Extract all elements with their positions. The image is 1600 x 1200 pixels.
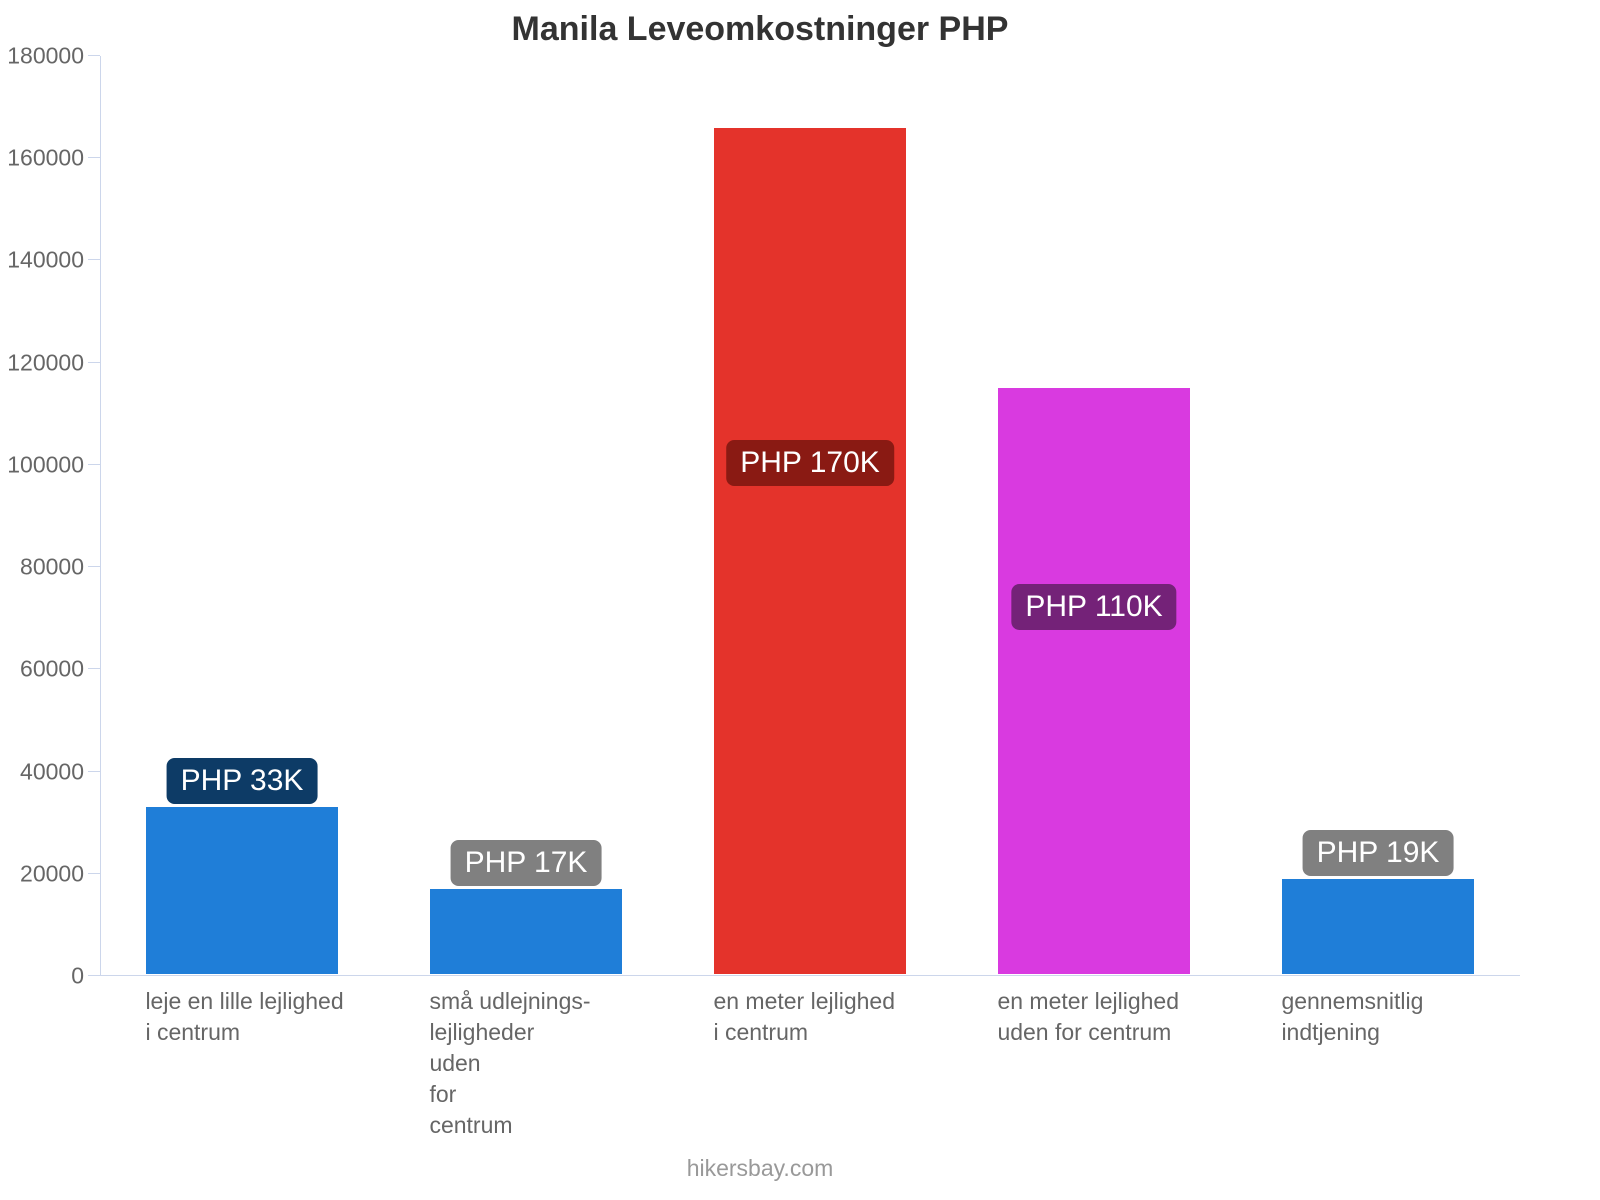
bars-layer: PHP 33K PHP 17K PHP 170K PHP 110K PHP 19K <box>100 56 1520 976</box>
y-tick-label: 120000 <box>7 349 100 376</box>
y-tick-label: 40000 <box>20 758 100 785</box>
x-axis-label: gennemsnitligindtjening <box>1281 986 1423 1048</box>
bar <box>145 806 338 975</box>
x-axis-label: en meter lejlighedi centrum <box>713 986 895 1048</box>
y-tick-label: 100000 <box>7 451 100 478</box>
value-badge: PHP 33K <box>167 758 318 804</box>
bar-chart: Manila Leveomkostninger PHP PHP 33K PHP 1… <box>0 0 1520 1200</box>
bar <box>713 127 906 975</box>
y-tick-label: 140000 <box>7 247 100 274</box>
x-axis-label: en meter lejligheduden for centrum <box>997 986 1179 1048</box>
value-badge: PHP 19K <box>1303 830 1454 876</box>
y-tick-label: 0 <box>71 963 100 990</box>
value-badge: PHP 17K <box>451 840 602 886</box>
x-axis-label: små udlejnings-lejlighederudenforcentrum <box>429 986 689 1141</box>
y-tick-label: 80000 <box>20 554 100 581</box>
y-tick-label: 160000 <box>7 145 100 172</box>
attribution-text: hikersbay.com <box>0 1155 1520 1182</box>
value-badge: PHP 170K <box>726 440 894 486</box>
value-badge: PHP 110K <box>1011 584 1176 630</box>
y-tick-label: 20000 <box>20 860 100 887</box>
y-tick-label: 60000 <box>20 656 100 683</box>
chart-title: Manila Leveomkostninger PHP <box>0 10 1520 49</box>
bar <box>429 888 622 975</box>
x-axis-label: leje en lille lejlighedi centrum <box>145 986 343 1048</box>
bar <box>1281 878 1474 975</box>
y-tick-label: 180000 <box>7 43 100 70</box>
plot-area: PHP 33KPHP 17KPHP 170KPHP 110KPHP 19K 02… <box>100 56 1520 976</box>
bar <box>997 387 1190 975</box>
